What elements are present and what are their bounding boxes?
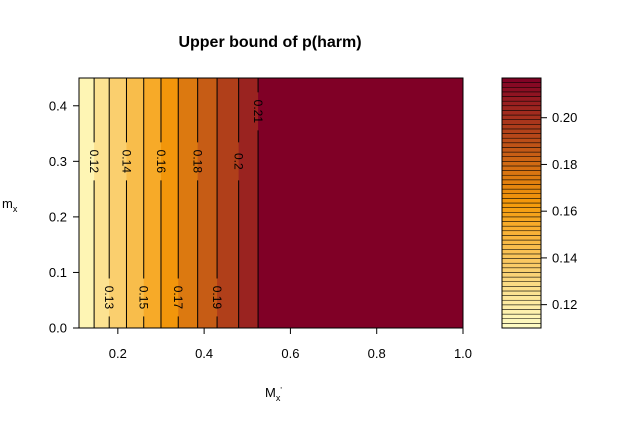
colorbar-band — [501, 184, 542, 190]
colorbar-band — [501, 151, 542, 157]
colorbar-band — [501, 105, 542, 111]
colorbar-band — [501, 142, 542, 148]
colorbar-band — [501, 188, 542, 194]
colorbar-band — [501, 193, 542, 199]
x-tick-label: 1.0 — [454, 346, 472, 361]
colorbar-tick-label: 0.18 — [552, 157, 577, 172]
colorbar-band — [501, 87, 542, 93]
colorbar-band — [501, 161, 542, 167]
colorbar-band — [501, 253, 542, 259]
colorbar-band — [501, 262, 542, 269]
x-tick-label: 0.4 — [195, 346, 213, 361]
contour-band — [79, 78, 95, 328]
colorbar-band — [501, 313, 542, 319]
colorbar-band — [501, 147, 542, 153]
colorbar-band — [501, 212, 542, 218]
colorbar-band — [501, 323, 542, 329]
colorbar-band — [501, 119, 542, 125]
contour-label: 0.19 — [210, 286, 224, 310]
colorbar-band — [501, 276, 542, 282]
colorbar-tick-label: 0.20 — [552, 110, 577, 125]
contour-band — [94, 78, 110, 328]
colorbar-border — [501, 77, 542, 329]
contour-band — [126, 78, 145, 328]
x-tick-label: 0.8 — [368, 346, 386, 361]
colorbar-band — [501, 267, 542, 273]
colorbar-band — [501, 77, 542, 83]
colorbar-band — [501, 82, 542, 88]
colorbar-band — [501, 110, 542, 116]
colorbar-band — [501, 230, 542, 236]
colorbar-band — [501, 304, 542, 310]
colorbar-tick-label: 0.12 — [552, 297, 577, 312]
colorbar-tick-label: 0.14 — [552, 250, 577, 265]
y-tick-label: 0.1 — [49, 265, 67, 280]
x-tick-label: 0.6 — [281, 346, 299, 361]
colorbar-band — [501, 249, 542, 255]
colorbar-band — [501, 96, 542, 102]
colorbar-band — [501, 207, 542, 213]
x-tick-label: 0.2 — [109, 346, 127, 361]
contour-band — [217, 78, 240, 328]
colorbar-band — [501, 174, 542, 181]
colorbar-band — [501, 290, 542, 296]
contour-label: 0.18 — [191, 150, 205, 174]
contour-label: 0.15 — [137, 286, 151, 310]
contour-label: 0.12 — [87, 150, 101, 174]
colorbar-band — [501, 216, 542, 222]
colorbar-band — [501, 281, 542, 287]
colorbar-band — [501, 179, 542, 185]
colorbar-band — [501, 244, 542, 250]
colorbar-band — [501, 114, 542, 120]
contour-label: 0.17 — [171, 286, 185, 310]
colorbar-band — [501, 165, 542, 171]
contour-band — [178, 78, 199, 328]
plateau-band — [258, 78, 463, 328]
contour-band — [109, 78, 128, 328]
colorbar-band — [501, 221, 542, 227]
colorbar-band — [501, 318, 542, 324]
colorbar-band — [501, 198, 542, 204]
colorbar-band — [501, 133, 542, 139]
y-tick-label: 0.2 — [49, 209, 67, 224]
colorbar-band — [501, 137, 542, 144]
y-axis-label: mx — [2, 196, 18, 214]
colorbar-band — [501, 91, 542, 97]
colorbar-band — [501, 299, 542, 306]
colorbar-band — [501, 156, 542, 162]
y-tick-label: 0.0 — [49, 321, 67, 336]
colorbar-band — [501, 295, 542, 301]
y-axis: 0.0 0.1 0.2 0.3 0.4 — [49, 98, 80, 336]
colorbar-band — [501, 170, 542, 176]
contour-label: 0.16 — [154, 150, 168, 174]
x-axis-label: Mx' — [265, 385, 282, 403]
contour-label: 0.13 — [102, 286, 116, 310]
colorbar: 0.12 0.14 0.16 0.18 0.20 — [501, 77, 577, 329]
contour-band — [160, 78, 179, 328]
y-tick-label: 0.3 — [49, 154, 67, 169]
contour-band — [238, 78, 259, 328]
colorbar-band — [501, 239, 542, 245]
colorbar-band — [501, 202, 542, 208]
contour-band — [143, 78, 162, 328]
colorbar-band — [501, 124, 542, 130]
x-axis: 0.2 0.4 0.6 0.8 1.0 — [109, 327, 472, 361]
colorbar-band — [501, 286, 542, 292]
colorbar-band — [501, 272, 542, 278]
colorbar-band — [501, 225, 542, 232]
colorbar-band — [501, 100, 542, 107]
colorbar-band — [501, 235, 542, 241]
plot-area: 0.12 0.13 0.14 0.15 0.16 0.17 0.18 0.19 0.2 0.21 — [78, 77, 464, 329]
contour-label: 0.2 — [232, 153, 246, 170]
contour-label: 0.14 — [119, 150, 133, 174]
colorbar-band — [501, 309, 542, 315]
contour-band — [197, 78, 218, 328]
y-tick-label: 0.4 — [49, 98, 67, 113]
colorbar-band — [501, 128, 542, 134]
colorbar-band — [501, 258, 542, 264]
chart-title: Upper bound of p(harm) — [178, 34, 361, 51]
colorbar-tick-label: 0.16 — [552, 204, 577, 219]
contour-label: 0.21 — [251, 100, 265, 124]
